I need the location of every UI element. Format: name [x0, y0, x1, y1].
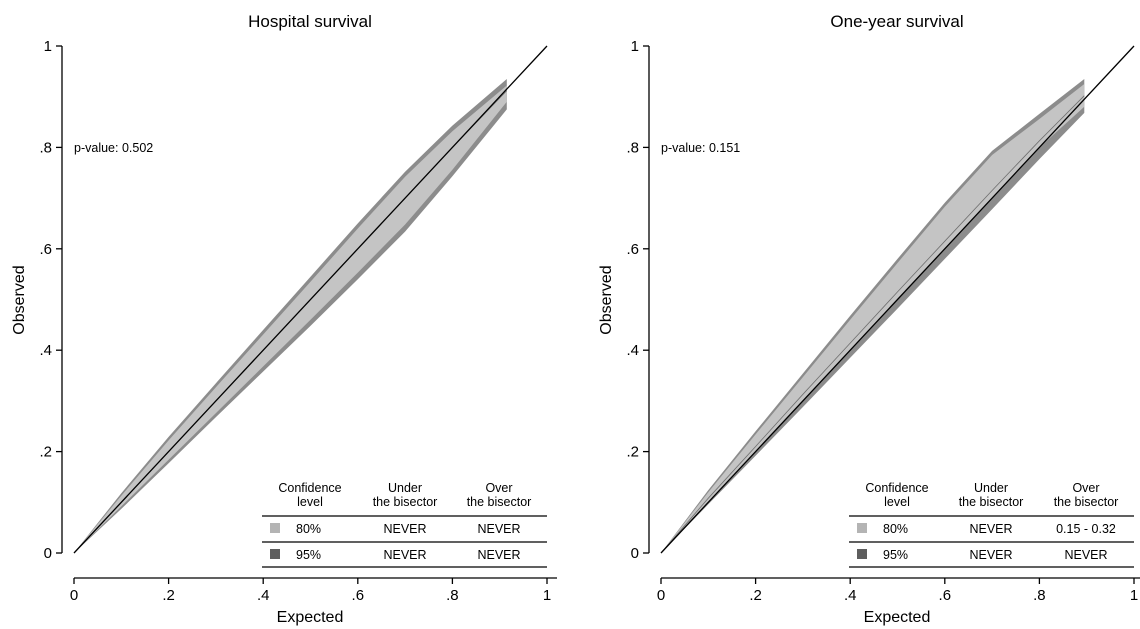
x-tick-label: .6 — [352, 587, 365, 604]
x-tick-label: 0 — [70, 587, 78, 604]
x-tick-label: .2 — [749, 587, 762, 604]
table-under-80: NEVER — [383, 522, 426, 536]
y-tick-label: .4 — [39, 342, 52, 359]
table-level-80: 80% — [883, 522, 908, 536]
table-over-95: NEVER — [477, 548, 520, 562]
x-axis-label: Expected — [864, 609, 931, 626]
y-tick-label: .4 — [626, 342, 639, 359]
y-tick-label: 0 — [44, 545, 52, 562]
y-tick-label: 1 — [631, 38, 639, 55]
table-over-95: NEVER — [1064, 548, 1107, 562]
y-tick-label: 0 — [631, 545, 639, 562]
table-header-over: Over — [485, 481, 512, 495]
x-tick-label: 1 — [543, 587, 551, 604]
summary-table: Confidence level Under the bisector Over… — [262, 481, 547, 568]
legend-swatch-95 — [857, 549, 867, 559]
table-over-80: 0.15 - 0.32 — [1056, 522, 1116, 536]
y-tick-label: .8 — [626, 139, 639, 156]
p-value-annotation: p-value: 0.151 — [661, 141, 740, 155]
table-header-under: Under — [388, 481, 422, 495]
x-tick-label: .4 — [257, 587, 270, 604]
x-axis-label: Expected — [277, 609, 344, 626]
axes: 0 .2 .4 .6 .8 1 0 .2 .4 .6 .8 1 — [626, 38, 1140, 604]
x-tick-label: 0 — [657, 587, 665, 604]
table-header-confidence-2: level — [297, 495, 323, 509]
chart-title: Hospital survival — [248, 12, 372, 31]
summary-table: Confidence level Under the bisector Over… — [849, 481, 1134, 568]
table-under-95: NEVER — [969, 548, 1012, 562]
y-tick-label: .8 — [39, 139, 52, 156]
table-level-80: 80% — [296, 522, 321, 536]
x-tick-label: .4 — [844, 587, 857, 604]
table-over-80: NEVER — [477, 522, 520, 536]
table-level-95: 95% — [883, 548, 908, 562]
table-header-over-2: the bisector — [467, 495, 532, 509]
legend-swatch-95 — [270, 549, 280, 559]
y-tick-label: .6 — [626, 241, 639, 258]
x-tick-label: .2 — [162, 587, 175, 604]
y-axis-label: Observed — [598, 265, 615, 334]
table-under-95: NEVER — [383, 548, 426, 562]
legend-swatch-80 — [857, 523, 867, 533]
legend-swatch-80 — [270, 523, 280, 533]
table-header-confidence: Confidence — [865, 481, 928, 495]
y-axis-label: Observed — [11, 265, 28, 334]
y-tick-label: .2 — [626, 444, 639, 461]
chart-panel-hospital-survival: Hospital survival 0 .2 .4 .6 .8 1 0 .2 .4 .6 .8 1 p… — [11, 12, 557, 626]
chart-panel-one-year-survival: One-year survival 0 .2 .4 .6 .8 1 0 .2 .4 .6 .8 1 p… — [598, 12, 1140, 626]
axes: 0 .2 .4 .6 .8 1 0 .2 .4 .6 .8 1 — [39, 38, 557, 604]
bisector-line — [660, 45, 1135, 554]
x-tick-label: .8 — [1033, 587, 1046, 604]
table-level-95: 95% — [296, 548, 321, 562]
table-header-under-2: the bisector — [959, 495, 1024, 509]
table-header-over: Over — [1072, 481, 1099, 495]
x-tick-label: .6 — [939, 587, 952, 604]
table-header-under: Under — [974, 481, 1008, 495]
x-tick-label: .8 — [446, 587, 459, 604]
x-tick-label: 1 — [1130, 587, 1138, 604]
y-tick-label: 1 — [44, 38, 52, 55]
table-under-80: NEVER — [969, 522, 1012, 536]
bisector-line — [73, 45, 548, 554]
y-tick-label: .2 — [39, 444, 52, 461]
chart-title: One-year survival — [830, 12, 963, 31]
table-header-over-2: the bisector — [1054, 495, 1119, 509]
calibration-curve — [660, 95, 1085, 554]
table-header-confidence-2: level — [884, 495, 910, 509]
table-header-under-2: the bisector — [373, 495, 438, 509]
table-header-confidence: Confidence — [278, 481, 341, 495]
y-tick-label: .6 — [39, 241, 52, 258]
confidence-bands — [660, 79, 1085, 554]
p-value-annotation: p-value: 0.502 — [74, 141, 153, 155]
